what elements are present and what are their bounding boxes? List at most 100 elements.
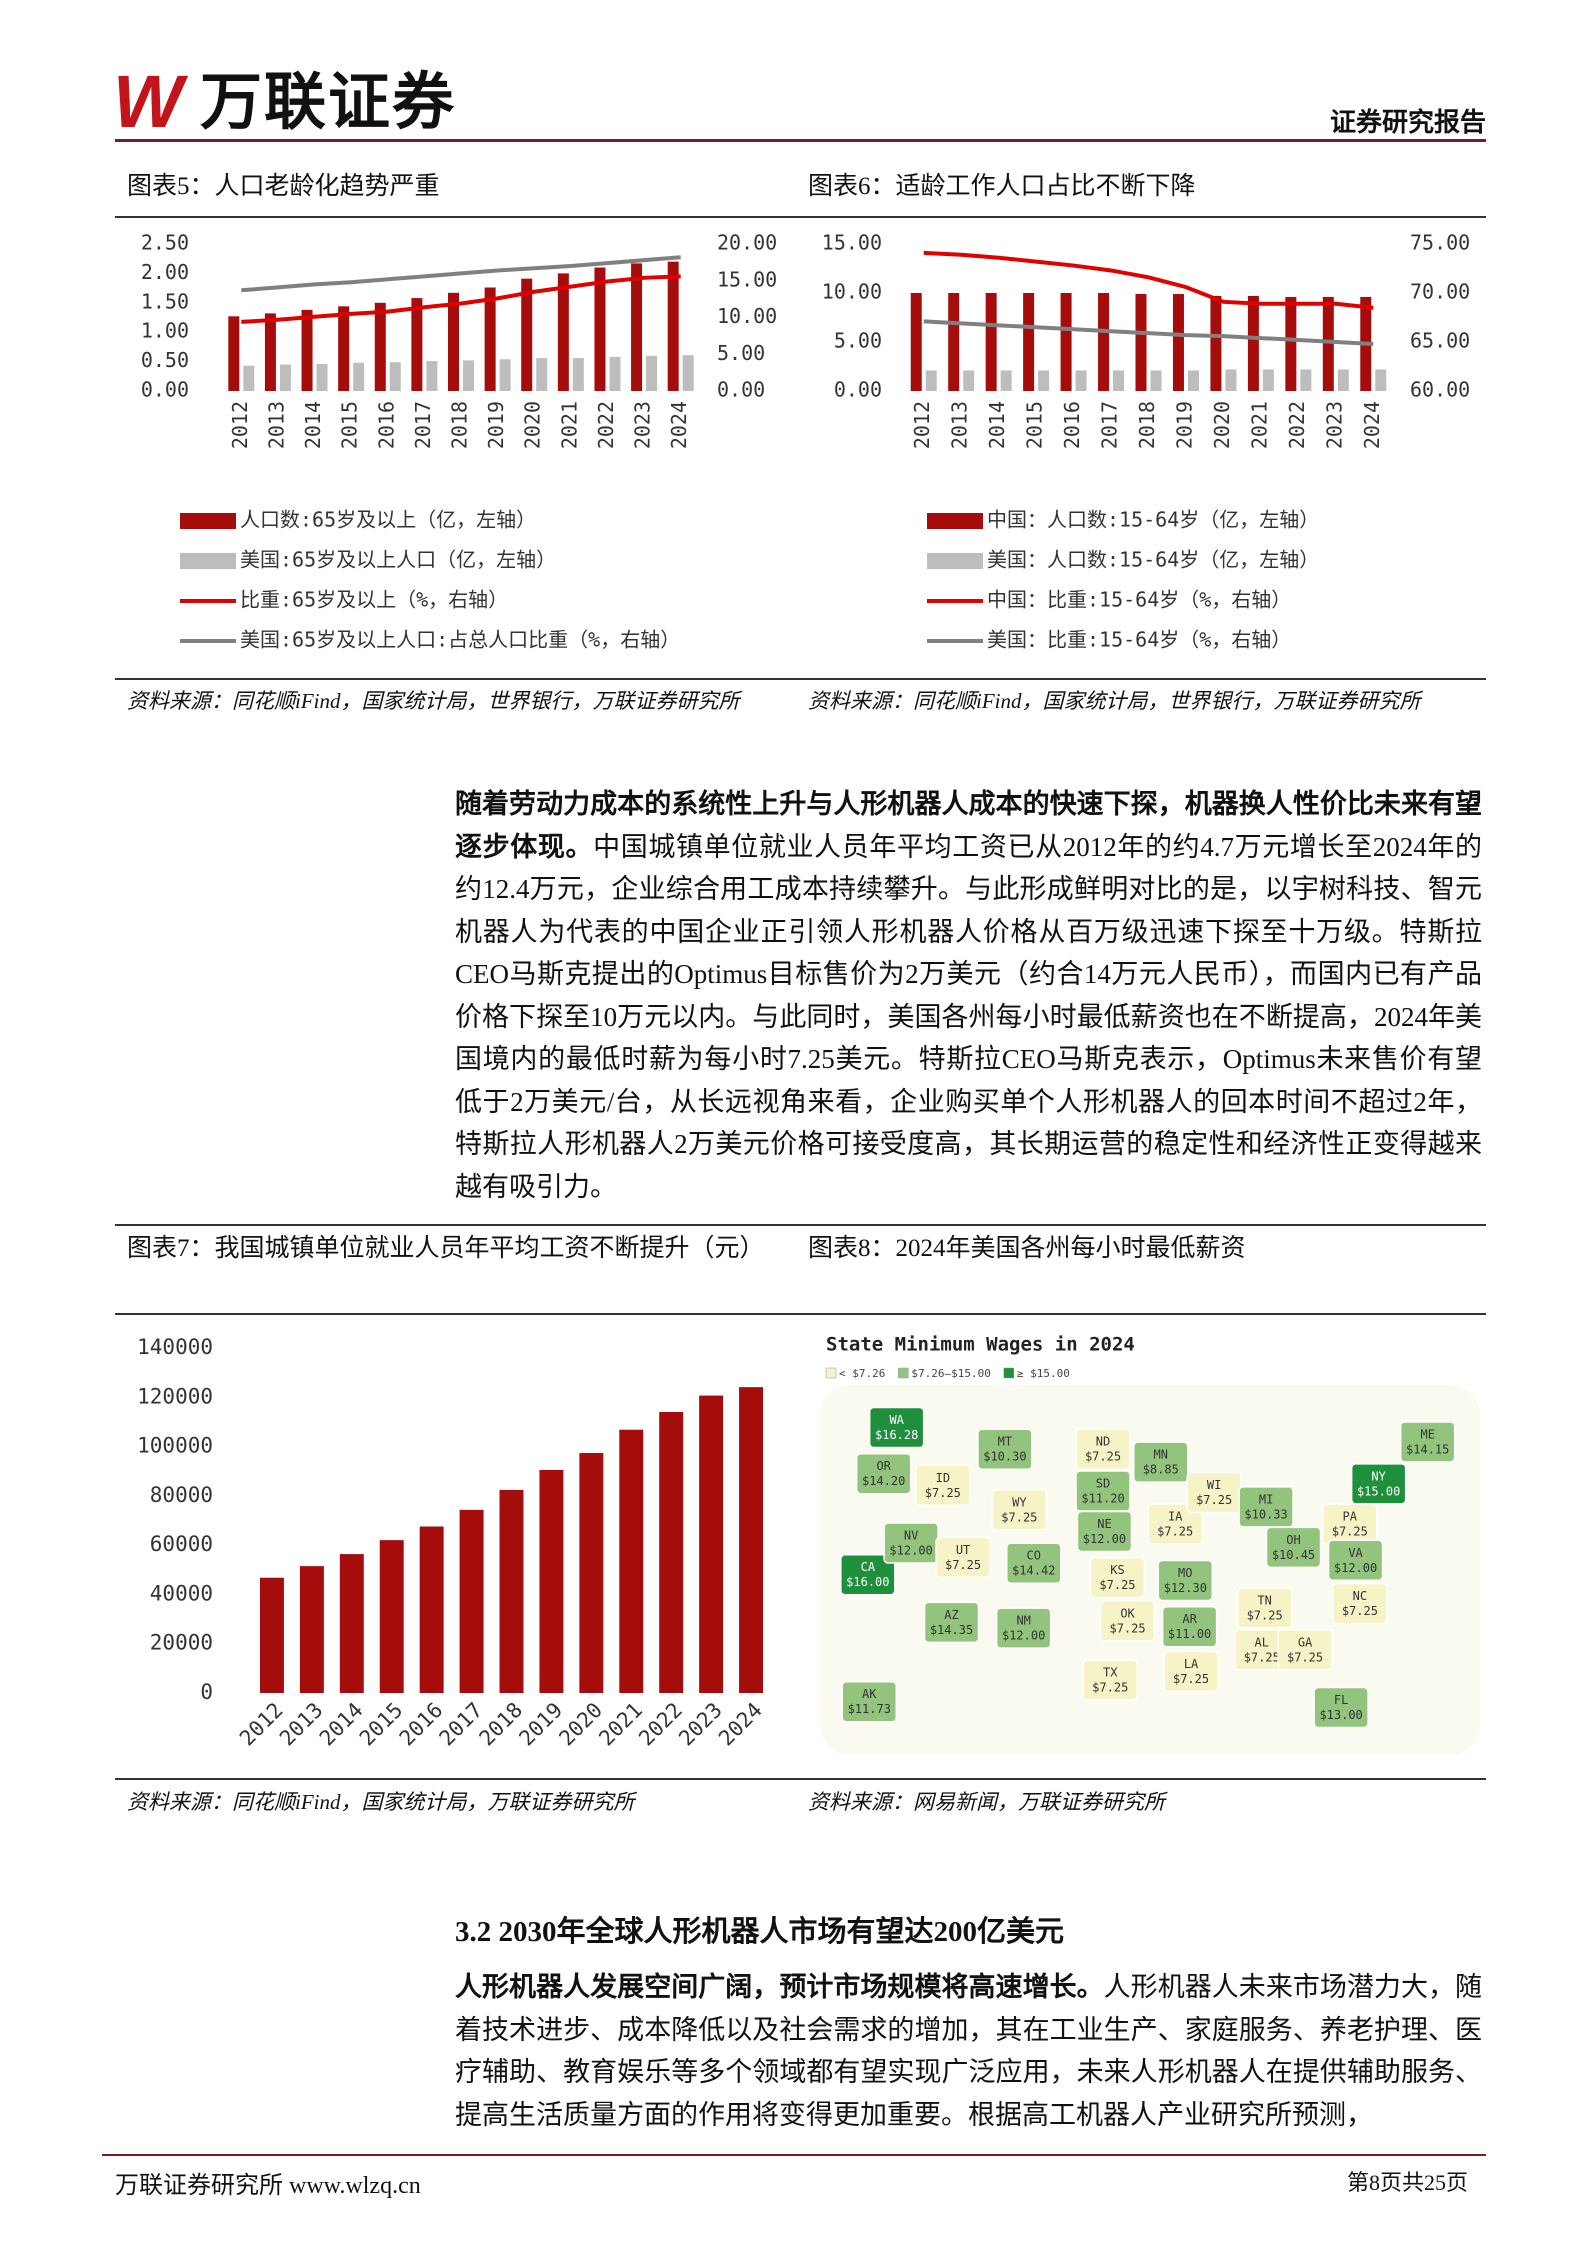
state-code: WY — [1012, 1495, 1027, 1509]
y-tick-label: 1.00 — [141, 319, 189, 343]
footer-left: 万联证券研究所 www.wlzq.cn — [115, 2173, 421, 2199]
x-tick-label: 2023 — [1322, 401, 1346, 449]
y-tick-label: 0.00 — [834, 378, 882, 402]
rule — [115, 1778, 1486, 1780]
bar — [521, 278, 533, 391]
bar — [1135, 293, 1147, 391]
legend-swatch — [180, 513, 236, 529]
state-code: UT — [956, 1543, 970, 1557]
state-code: NY — [1371, 1469, 1386, 1483]
state-wage: $7.25 — [1342, 1604, 1378, 1618]
bar — [1075, 370, 1087, 391]
figure-source: 资料来源：同花顺iFind，国家统计局，万联证券研究所 — [127, 1790, 635, 1814]
y2-tick-label: 70.00 — [1410, 280, 1470, 304]
x-tick-label: 2018 — [475, 1698, 528, 1751]
x-tick-label: 2019 — [514, 1698, 567, 1751]
legend-label: $7.26–$15.00 — [911, 1367, 990, 1380]
header-rule — [115, 139, 1486, 142]
x-tick-label: 2018 — [1135, 401, 1159, 449]
state-code: LA — [1184, 1657, 1199, 1671]
bar — [1098, 293, 1110, 391]
state-wage: $16.28 — [875, 1428, 918, 1442]
bar — [463, 360, 474, 391]
line — [241, 274, 681, 324]
state — [1277, 1629, 1333, 1671]
state-wage: $12.00 — [1334, 1561, 1377, 1575]
legend-label: 人口数:65岁及以上（亿，左轴） — [240, 508, 536, 532]
bar — [499, 359, 511, 391]
state-code: VA — [1348, 1546, 1363, 1560]
state-code: TX — [1103, 1666, 1118, 1680]
paragraph-text: 中国城镇单位就业人员年平均工资已从2012年的约4.7万元增长至2024年的约1… — [455, 831, 1482, 1202]
bar — [499, 1489, 524, 1693]
y-tick-label: 1.50 — [141, 289, 189, 313]
bar — [646, 355, 658, 391]
state-wage: $16.00 — [846, 1575, 889, 1589]
paragraph: 人形机器人发展空间广阔，预计市场规模将高速增长。人形机器人未来市场潜力大，随着技… — [455, 1966, 1482, 2136]
state-code: AR — [1182, 1612, 1197, 1626]
legend-swatch — [898, 1367, 909, 1379]
bar — [1038, 370, 1050, 391]
bar — [379, 1540, 404, 1693]
state-wage: $7.25 — [1099, 1578, 1135, 1592]
state — [1265, 1526, 1322, 1569]
state-wage: $10.45 — [1272, 1548, 1315, 1562]
figure-title: 图表7：我国城镇单位就业人员年平均工资不断提升（元） — [127, 1235, 765, 1262]
x-tick-label: 2020 — [521, 401, 545, 449]
report-type: 证券研究报告 — [1329, 108, 1486, 137]
state-wage: $7.25 — [1092, 1681, 1128, 1695]
y-tick-label: 100000 — [137, 1434, 213, 1458]
bar — [1262, 369, 1274, 391]
figure-source: 资料来源：同花顺iFind，国家统计局，世界银行，万联证券研究所 — [127, 689, 740, 713]
paragraph-lead: 人形机器人发展空间广阔，预计市场规模将高速增长。 — [455, 1972, 1104, 2002]
y-tick-label: 0 — [200, 1680, 213, 1704]
bar — [1375, 369, 1387, 391]
state — [1332, 1582, 1388, 1625]
state-code: WI — [1207, 1478, 1221, 1492]
legend-label: 美国：人口数:15-64岁（亿，左轴） — [987, 548, 1319, 572]
state-wage: $14.20 — [862, 1474, 905, 1488]
state-wage: $7.25 — [945, 1558, 981, 1572]
y-tick-label: 40000 — [150, 1581, 213, 1605]
y-tick-label: 120000 — [137, 1384, 213, 1408]
bar — [659, 1412, 684, 1693]
y-tick-label: 0.00 — [141, 378, 189, 402]
bar — [459, 1509, 484, 1693]
bar — [301, 309, 313, 391]
legend-swatch — [180, 553, 236, 569]
footer-right: 第8页共25页 — [1346, 2170, 1468, 2195]
bar — [739, 1387, 764, 1693]
map: State Minimum Wages in 2024 < $7.26 $7.26–… — [820, 1334, 1480, 1755]
y2-tick-label: 10.00 — [717, 304, 777, 328]
state-wage: $7.25 — [1157, 1525, 1193, 1539]
rule — [115, 678, 1486, 680]
x-tick-label: 2014 — [985, 401, 1009, 449]
legend-label: 美国:65岁及以上人口:占总人口比重（%，右轴） — [240, 628, 680, 652]
figure-source: 资料来源：网易新闻，万联证券研究所 — [808, 1790, 1165, 1814]
state-code: AZ — [944, 1608, 958, 1622]
y-tick-label: 10.00 — [822, 280, 882, 304]
state-wage: $10.33 — [1244, 1507, 1287, 1521]
state-wage: $12.00 — [1002, 1629, 1045, 1643]
bar — [484, 287, 496, 391]
state-wage: $12.00 — [1083, 1532, 1126, 1546]
state-code: ME — [1420, 1427, 1434, 1441]
state — [1236, 1587, 1293, 1629]
section-heading: 3.2 2030年全球人形机器人市场有望达200亿美元 — [455, 1916, 1065, 1948]
figure-source: 资料来源：同花顺iFind，国家统计局，世界银行，万联证券研究所 — [808, 689, 1421, 713]
bar — [411, 298, 423, 391]
x-tick-label: 2015 — [355, 1698, 408, 1751]
x-tick-label: 2016 — [1060, 401, 1084, 449]
bar — [243, 365, 255, 391]
x-tick-label: 2018 — [448, 401, 472, 449]
figure-title: 图表6：适龄工作人口占比不断下降 — [808, 173, 1196, 200]
state-wage: $7.25 — [1244, 1650, 1280, 1664]
state — [1076, 1510, 1133, 1553]
x-tick-label: 2024 — [714, 1698, 767, 1751]
state-wage: $7.25 — [1247, 1608, 1283, 1622]
x-tick-label: 2015 — [1023, 401, 1047, 449]
bar — [264, 313, 276, 391]
state-code: MT — [998, 1435, 1012, 1449]
state — [1350, 1463, 1407, 1505]
